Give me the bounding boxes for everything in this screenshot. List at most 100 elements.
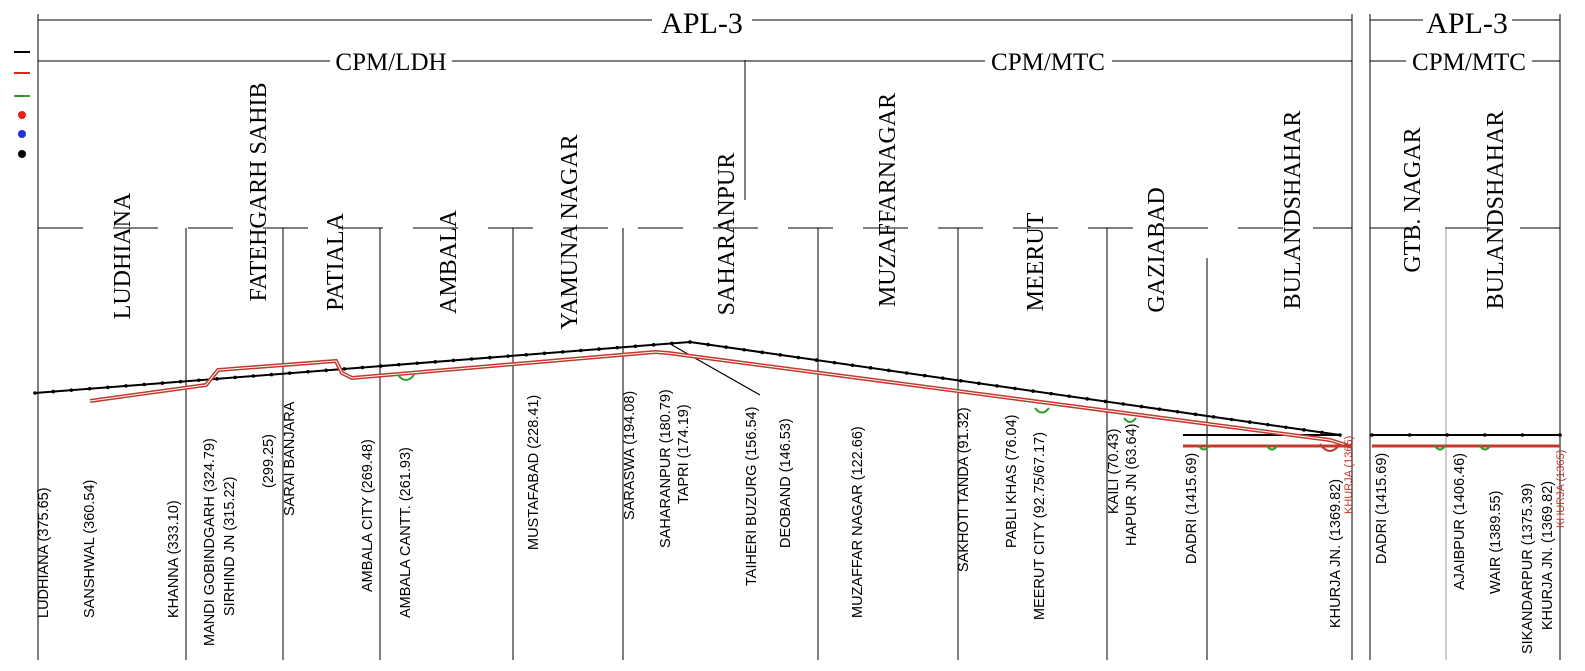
pipeline-marker-dot xyxy=(977,381,981,386)
pipeline-marker-dot xyxy=(651,343,656,347)
district-label: SAHARANPUR xyxy=(714,153,740,316)
pipeline-marker-dot xyxy=(778,353,783,357)
station-label: KHANNA (333.10) xyxy=(166,500,182,618)
district-label: GAZIABAD xyxy=(1144,187,1170,312)
black-spur xyxy=(671,344,761,396)
pipeline-marker-dot xyxy=(378,364,383,368)
pipeline-marker-dot xyxy=(868,366,873,370)
pipeline-marker-dot xyxy=(1013,386,1017,391)
pipeline-marker-dot xyxy=(360,365,365,370)
green-crossing xyxy=(1266,445,1278,451)
pipeline-marker-dot xyxy=(196,378,201,383)
station-label: SIKANDARPUR (1375.39) xyxy=(1520,483,1536,654)
pipeline-marker-dot xyxy=(1520,433,1525,437)
pipeline-marker-dot xyxy=(1370,433,1374,437)
pipeline-marker-dot xyxy=(269,372,274,377)
district-label: BULANDSHAHAR xyxy=(1483,111,1509,310)
green-crossing xyxy=(1198,445,1210,451)
station-label: DEOBAND (146.53) xyxy=(778,418,794,548)
pipeline-marker-dot xyxy=(904,371,909,375)
station-label: SARAI BANJARA xyxy=(282,401,298,516)
pipeline-marker-dot xyxy=(1247,420,1252,424)
pipeline-marker-dot xyxy=(742,347,746,352)
district-label: YAMUNA NAGAR xyxy=(557,134,583,329)
station-label: SIRHIND JN (315.22) xyxy=(222,477,238,616)
pipeline-marker-dot xyxy=(1175,409,1180,414)
pipeline-marker-dot xyxy=(69,388,74,392)
station-label: HAPUR JN (63.64) xyxy=(1124,424,1140,546)
station-label: SAHARANPUR (180.79) xyxy=(658,389,674,548)
pipeline-marker-dot xyxy=(1445,433,1449,437)
pipeline-marker-dot xyxy=(633,344,638,349)
pipeline-marker-dot xyxy=(415,361,419,366)
pipeline-marker-dot xyxy=(1049,391,1053,396)
station-label: KHURJA JN. (1369.82) xyxy=(1328,479,1344,628)
station-label: WAIR (1389.55) xyxy=(1488,491,1504,594)
pipeline-marker-dot xyxy=(1031,389,1035,393)
pipeline-marker-dot xyxy=(1103,399,1108,404)
apl-main-header: APL-3 xyxy=(661,7,743,40)
frame xyxy=(37,14,1561,660)
station-label: KAILI (70.43) xyxy=(1106,429,1122,514)
pipeline-marker-dot xyxy=(306,369,310,374)
district-label: MUZAFFARNAGAR xyxy=(875,93,901,307)
station-label: DADRI (1415.69) xyxy=(1184,453,1200,564)
green-crossing xyxy=(1479,445,1491,451)
station-label: LUDHIANA (375.65) xyxy=(36,487,52,618)
pipeline-marker-dot xyxy=(397,362,401,367)
station-lines xyxy=(185,228,1447,660)
pipeline-marker-dot xyxy=(724,345,728,349)
pipeline-marker-dot xyxy=(251,374,256,378)
pipeline-marker-dot xyxy=(1558,433,1562,437)
pipeline-marker-dot xyxy=(832,360,837,365)
pipeline-marker-dot xyxy=(560,350,565,354)
pipeline-marker-dot xyxy=(324,368,328,373)
station-label: TAIHERI BUZURG (156.54) xyxy=(744,407,760,586)
pipeline-marker-dot xyxy=(215,377,219,381)
pipeline-marker-dot xyxy=(1157,407,1162,411)
pipeline-marker-dot xyxy=(615,345,620,350)
pipeline-marker-dot xyxy=(488,355,492,360)
station-label: MUSTAFABAD (228.41) xyxy=(526,395,542,550)
green-crossing xyxy=(1123,417,1137,423)
station-label: AMBALA CITY (269.48) xyxy=(360,439,376,592)
pipeline-marker-dot xyxy=(1193,412,1198,417)
pipeline-marker-dot xyxy=(342,367,347,371)
pipeline-marker-dot xyxy=(688,340,692,344)
pipeline-marker-dot xyxy=(579,348,583,353)
cpm-ldh-header: CPM/LDH xyxy=(335,49,446,76)
pipeline-marker-dot xyxy=(233,375,237,380)
pipeline-marker-dot xyxy=(506,354,510,358)
pipeline-marker-dot xyxy=(670,341,674,346)
pipeline-marker-dot xyxy=(1302,428,1306,432)
red-pipeline xyxy=(89,349,1353,449)
pipeline-marker-dot xyxy=(1284,425,1288,430)
station-label: SAKHOTI TANDA (91.32) xyxy=(956,407,972,572)
header-dimension-lines xyxy=(38,19,1560,62)
green-crossing xyxy=(1034,407,1050,414)
pipeline-marker-dot xyxy=(524,352,529,357)
pipeline-markers xyxy=(33,340,1562,437)
pipeline-marker-dot xyxy=(959,378,963,383)
station-label: SANSHWAL (360.54) xyxy=(82,480,98,618)
station-label: AJAIBPUR (1406.46) xyxy=(1452,453,1468,590)
apl-side-header: APL-3 xyxy=(1426,7,1508,40)
district-label: FATEHGARH SAHIB xyxy=(246,83,272,302)
pipeline-marker-dot xyxy=(178,379,183,384)
pipeline-marker-dot xyxy=(33,391,37,395)
pipeline-marker-dot xyxy=(1139,404,1144,409)
pipeline-marker-dot xyxy=(796,355,801,360)
district-label: MEERUT xyxy=(1023,212,1049,311)
station-label-red: KHURJA (1365) xyxy=(1343,436,1355,514)
pipeline-marker-dot xyxy=(542,351,547,356)
pipeline-marker-dot xyxy=(124,384,128,388)
pipeline-marker-dot xyxy=(886,368,891,373)
district-label: BULANDSHAHAR xyxy=(1280,111,1306,310)
station-label: SARASWA (194.08) xyxy=(622,391,638,520)
station-label-red: KHURJA (1365) xyxy=(1555,450,1567,528)
station-label: (299.25) xyxy=(261,434,277,488)
pipeline-marker-dot xyxy=(995,384,999,388)
district-label: GTB. NAGAR xyxy=(1400,127,1426,272)
pipeline-marker-dot xyxy=(1211,415,1216,419)
pipeline-marker-dot xyxy=(1338,433,1342,437)
